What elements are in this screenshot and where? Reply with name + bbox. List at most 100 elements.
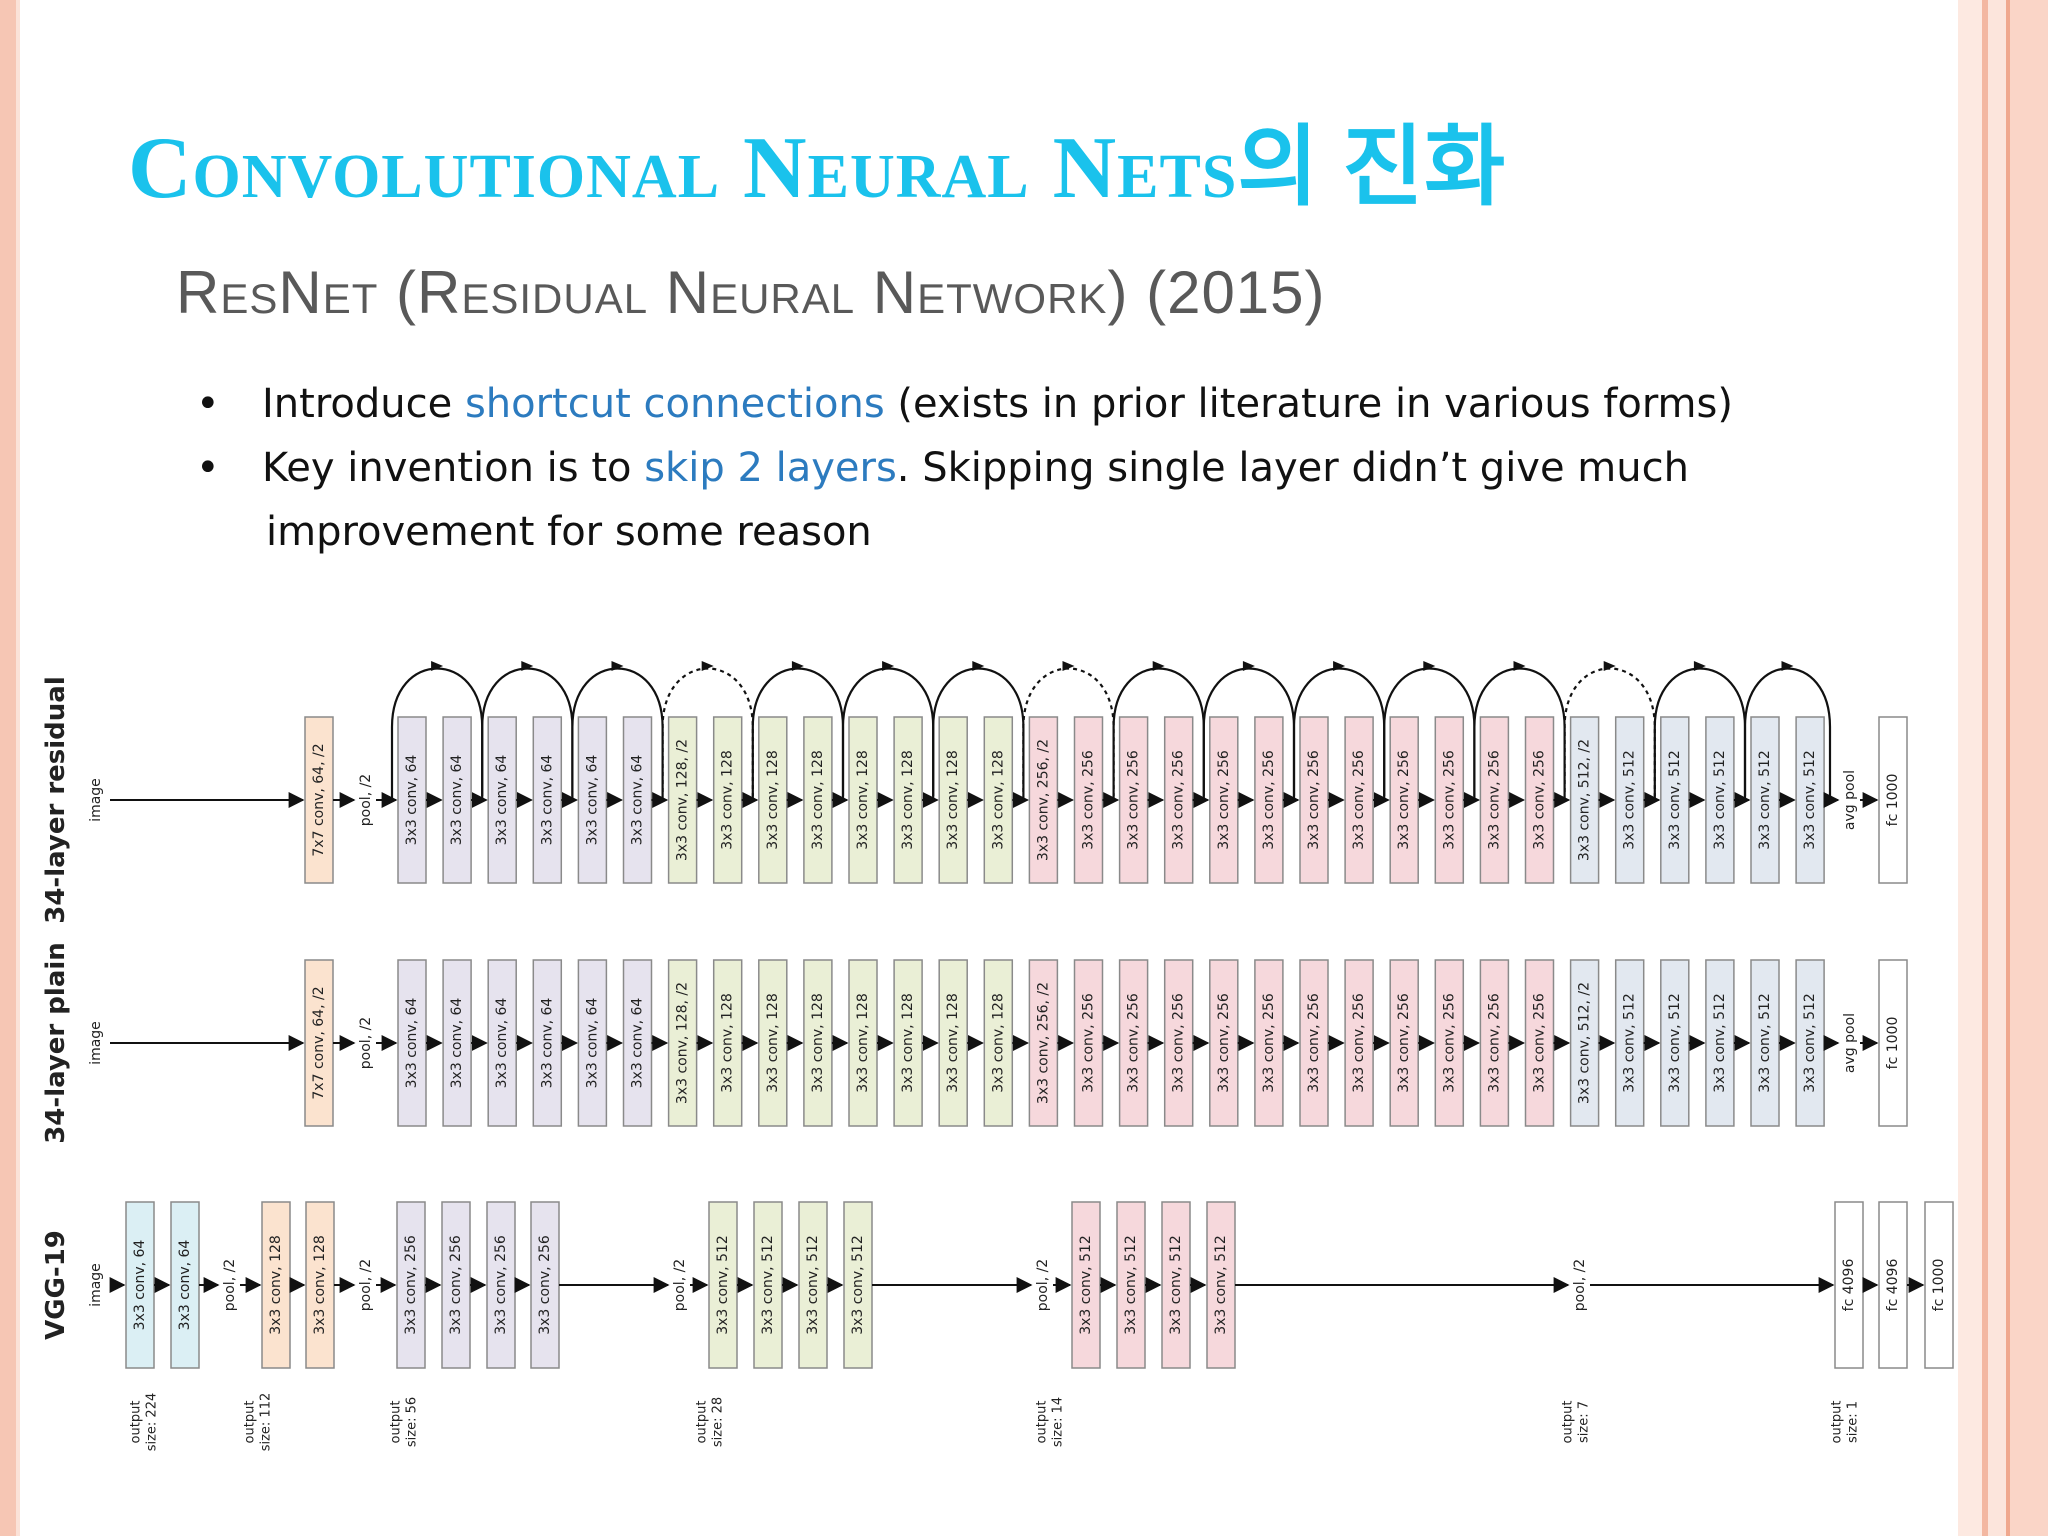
layer-block [487,716,517,884]
layer-label: 3x3 conv, 128, /2 [675,982,691,1104]
layer-label: 3x3 conv, 64 [449,998,465,1089]
shortcut-arrowhead [1333,661,1346,671]
layer-label: 3x3 conv, 128 [900,993,916,1093]
shortcut-arrowhead [1693,661,1706,671]
pool-label: pool, /2 [358,1017,374,1069]
left-border-decoration [0,0,20,1536]
layer-block [1254,959,1284,1127]
layer-label: 3x3 conv, 256 [1351,993,1367,1093]
layer-label: 3x3 conv, 128 [945,993,961,1093]
layer-block [1705,959,1735,1127]
layer-label: 3x3 conv, 64 [539,998,555,1089]
pool-label: avg pool [1842,770,1858,830]
layer-block [442,716,472,884]
layer-block [441,1201,471,1369]
layer-block [532,716,563,884]
shortcut-arrowhead [1062,661,1075,671]
layer-label: 3x3 conv, 512 [1802,750,1818,850]
layer-block [1028,959,1059,1127]
layer-block [1878,1201,1908,1369]
layer-block [397,959,427,1127]
layer-label: 3x3 conv, 64 [132,1240,148,1331]
layer-block [983,959,1014,1127]
shortcut-arrowhead [791,661,804,671]
layer-label: 3x3 conv, 128 [900,750,916,850]
bullet-1-highlight: shortcut connections [464,381,885,427]
layer-label: 3x3 conv, 128 [720,993,736,1093]
layer-block [1878,959,1908,1127]
pool-label: pool, /2 [358,774,374,826]
layer-label: 3x3 conv, 512 [1667,750,1683,850]
pool-label: avg pool [1842,1013,1858,1073]
output-size-label: output [389,1401,404,1444]
layer-label: 3x3 conv, 64 [404,998,420,1089]
layer-block [397,716,427,884]
layer-label: fc 1000 [1885,1017,1901,1070]
layer-block [1795,716,1825,884]
layer-block [1299,959,1329,1127]
layer-label: 3x3 conv, 128 [765,750,781,850]
layer-label: 3x3 conv, 256, /2 [1035,739,1051,861]
layer-label: fc 1000 [1885,774,1901,827]
layer-block [486,1201,516,1369]
output-size-value: size: 7 [1577,1401,1592,1443]
layer-block [622,959,653,1127]
layer-block [1569,716,1600,884]
layer-label: 3x3 conv, 256 [1486,993,1502,1093]
layer-label: 3x3 conv, 256 [1216,750,1232,850]
layer-label: 3x3 conv, 128 [810,750,826,850]
layer-block [1705,716,1735,884]
layer-label: 3x3 conv, 256 [1532,993,1548,1093]
layer-label: 3x3 conv, 512 [1078,1235,1094,1335]
layer-label: 3x3 conv, 512, /2 [1577,982,1593,1104]
layer-block [1254,716,1284,884]
layer-block [577,959,608,1127]
layer-block [1299,716,1329,884]
layer-label: 3x3 conv, 256 [1306,750,1322,850]
layer-label: 3x3 conv, 128 [990,750,1006,850]
layer-label: 3x3 conv, 256 [1261,993,1277,1093]
bullet-list: • Introduce shortcut connections (exists … [196,372,1896,564]
output-size-value: size: 28 [711,1397,726,1447]
layer-block [1073,959,1104,1127]
shortcut-arrowhead [1242,661,1255,671]
layer-block [1118,959,1149,1127]
layer-label: 3x3 conv, 512 [850,1235,866,1335]
layer-block [1028,716,1059,884]
layer-block [848,716,878,884]
layer-label: 3x3 conv, 64 [630,998,646,1089]
layer-label: 3x3 conv, 256 [1306,993,1322,1093]
bullet-item-2: • Key invention is to skip 2 layers. Skip… [196,436,1896,500]
layer-label: 3x3 conv, 256 [1532,750,1548,850]
slide-title: Convolutional Neural Nets의 진화 [128,120,1507,217]
pool-label: pool, /2 [358,1259,374,1311]
shortcut-arrowhead [521,661,534,671]
layer-label: 3x3 conv, 128 [990,993,1006,1093]
layer-block [442,959,472,1127]
layer-label: 3x3 conv, 512 [1667,993,1683,1093]
bullet-item-1: • Introduce shortcut connections (exists … [196,372,1896,436]
layer-label: 3x3 conv, 64 [584,998,600,1089]
layer-block [170,1201,200,1369]
row-title-0: 34-layer residual [41,676,71,924]
layer-label: 3x3 conv, 256 [1081,750,1097,850]
slide-subtitle: ResNet (Residual Neural Network) (2015) [176,259,1326,326]
bullet-1-rest: (exists in prior literature in various f… [884,381,1733,427]
layer-label: 3x3 conv, 64 [404,755,420,846]
output-size-label: output [129,1401,144,1444]
layer-label: 3x3 conv, 64 [539,755,555,846]
layer-block [1524,716,1555,884]
bullet-2-text: Key invention is to [262,445,645,491]
layer-label: 3x3 conv, 256 [1126,993,1142,1093]
layer-label: 3x3 conv, 256 [1126,750,1142,850]
layer-block [893,716,923,884]
input-label-2: image [88,1263,104,1307]
layer-block [1206,1201,1236,1369]
layer-label: 3x3 conv, 128 [945,750,961,850]
shortcut-arrowhead [431,661,444,671]
layer-block [1660,959,1690,1127]
layer-label: 3x3 conv, 128, /2 [675,739,691,861]
layer-label: 3x3 conv, 512 [760,1235,776,1335]
layer-label: 3x3 conv, 256 [1351,750,1367,850]
layer-label: 3x3 conv, 256 [1261,750,1277,850]
